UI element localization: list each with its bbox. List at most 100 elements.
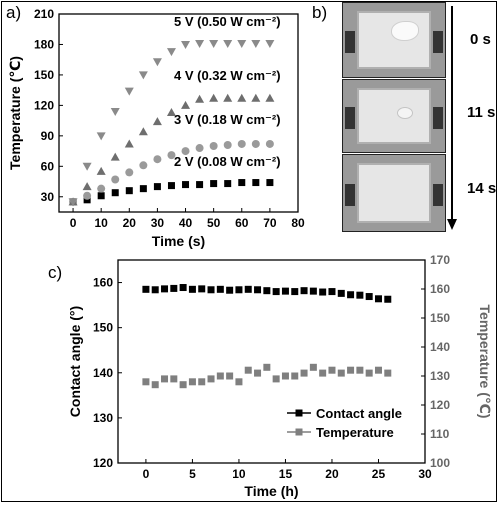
data-point-c-1 <box>188 378 196 386</box>
x-axis-title-c: Time (h) <box>244 483 298 499</box>
data-point-a-3 <box>82 162 92 171</box>
data-point-c-0 <box>328 288 336 296</box>
data-point-a-0 <box>125 187 133 195</box>
data-point-a-2 <box>166 107 176 116</box>
data-point-c-0 <box>374 295 382 303</box>
data-point-a-1 <box>265 139 274 148</box>
x-tick-label-a: 70 <box>263 216 277 230</box>
data-point-c-1 <box>384 369 392 377</box>
data-point-c-1 <box>170 375 178 383</box>
data-point-c-0 <box>384 295 392 303</box>
data-point-c-1 <box>142 378 150 386</box>
photo-14s <box>342 154 446 232</box>
data-point-c-1 <box>207 375 215 383</box>
y2-tick-label-c: 150 <box>430 311 450 325</box>
data-point-a-3 <box>251 39 261 48</box>
chart-c-stability: 0 5 10 15 20 25 30 120 130 140 150 160 100 110 120 130 1… <box>67 253 493 499</box>
data-point-a-1 <box>251 139 260 148</box>
data-point-a-2 <box>110 152 120 161</box>
data-point-a-0 <box>210 180 218 188</box>
data-point-c-0 <box>216 285 224 293</box>
time-label-11s: 11 s <box>467 104 496 121</box>
data-point-a-3 <box>96 132 106 141</box>
data-point-c-1 <box>244 366 252 374</box>
data-point-a-1 <box>223 140 232 149</box>
data-point-c-0 <box>281 287 289 295</box>
data-point-a-1 <box>167 151 176 160</box>
y-tick-label-c: 160 <box>93 276 113 290</box>
data-point-a-2 <box>223 93 233 102</box>
y-tick-label-a: 210 <box>34 7 54 21</box>
y-tick-label-a: 90 <box>41 129 55 143</box>
data-point-a-2 <box>251 93 261 102</box>
x-tick-label-c: 0 <box>143 467 150 481</box>
data-point-c-0 <box>142 285 150 293</box>
plot-area-c <box>117 259 426 464</box>
x-tick-label-a: 0 <box>70 216 77 230</box>
time-label-14s: 14 s <box>467 180 497 197</box>
time-label-0s: 0 s <box>470 31 491 48</box>
data-point-c-1 <box>151 381 159 389</box>
data-point-c-1 <box>272 375 280 383</box>
data-point-c-1 <box>161 375 169 383</box>
data-point-c-1 <box>291 372 299 380</box>
series-label-a-2: 4 V (0.32 W cm⁻²) <box>174 68 281 83</box>
data-point-a-1 <box>181 147 190 156</box>
y-tick-label-a: 30 <box>41 190 55 204</box>
y-tick-label-c: 130 <box>93 411 113 425</box>
data-point-c-0 <box>235 286 243 294</box>
y2-tick-label-c: 130 <box>430 369 450 383</box>
panel-label-c: c) <box>48 263 63 282</box>
panel-label-b: b) <box>312 3 328 22</box>
data-point-a-3 <box>110 107 120 116</box>
data-point-c-1 <box>347 366 355 374</box>
data-point-a-2 <box>152 117 162 126</box>
y2-tick-label-c: 120 <box>430 398 450 412</box>
data-point-c-1 <box>254 369 262 377</box>
series-label-a-3: 5 V (0.50 W cm⁻²) <box>174 14 281 29</box>
data-point-c-1 <box>328 366 336 374</box>
data-point-c-0 <box>161 285 169 293</box>
x-tick-label-c: 25 <box>372 467 386 481</box>
data-point-a-0 <box>266 179 274 187</box>
data-point-a-2 <box>124 139 134 148</box>
data-point-a-0 <box>97 192 105 200</box>
data-point-c-0 <box>170 284 178 292</box>
data-point-c-0 <box>300 287 308 295</box>
data-point-c-1 <box>281 372 289 380</box>
plot-area-a <box>58 13 299 213</box>
data-point-c-1 <box>226 372 234 380</box>
photo-11s <box>342 79 446 153</box>
legend-label-0: Contact angle <box>316 406 402 421</box>
data-point-c-0 <box>365 293 373 301</box>
legend-marker-1 <box>295 428 303 436</box>
legend-marker-0 <box>295 409 303 417</box>
photo-0s <box>342 2 446 78</box>
data-point-a-0 <box>139 185 147 193</box>
data-point-a-0 <box>252 179 260 187</box>
data-point-a-2 <box>138 127 148 136</box>
x-axis-title-a: Time (s) <box>152 233 205 249</box>
data-point-a-1 <box>83 191 92 200</box>
data-point-a-0 <box>238 179 246 187</box>
data-point-a-3 <box>138 71 148 80</box>
data-point-a-0 <box>182 181 190 189</box>
ice-droplet-image <box>397 107 413 119</box>
data-point-c-0 <box>263 287 271 295</box>
y-tick-label-a: 60 <box>41 159 55 173</box>
data-point-a-2 <box>82 182 92 191</box>
y2-tick-label-c: 100 <box>430 456 450 470</box>
data-point-a-1 <box>153 155 162 164</box>
data-point-a-3 <box>195 39 205 48</box>
y2-tick-label-c: 160 <box>430 282 450 296</box>
data-point-c-0 <box>179 284 187 292</box>
data-point-c-1 <box>235 378 243 386</box>
data-point-a-1 <box>97 184 106 193</box>
data-point-c-1 <box>216 372 224 380</box>
data-point-a-1 <box>111 175 120 184</box>
series-label-a-1: 3 V (0.18 W cm⁻²) <box>174 112 281 127</box>
data-point-a-3 <box>124 87 134 96</box>
data-point-c-0 <box>356 291 364 299</box>
data-point-c-0 <box>198 285 206 293</box>
